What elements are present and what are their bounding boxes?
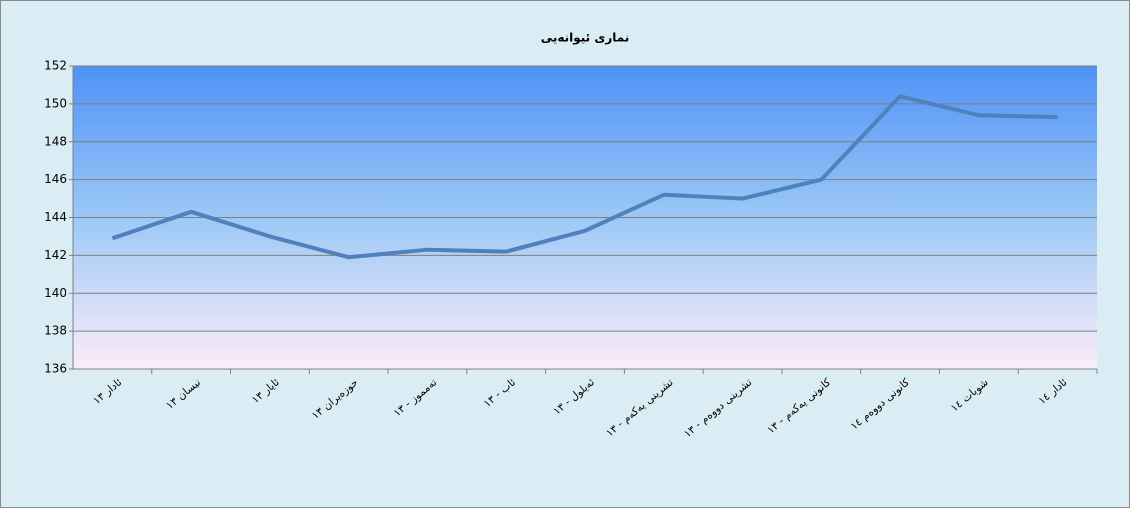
y-tick-label: 146 [44, 172, 67, 186]
y-tick-label: 138 [44, 324, 67, 338]
y-tick-label: 152 [44, 59, 67, 73]
y-tick-label: 136 [44, 362, 67, 376]
y-tick-label: 140 [44, 286, 67, 300]
line-series [111, 94, 1058, 260]
y-tick-label: 142 [44, 248, 67, 262]
y-tick-label: 148 [44, 134, 67, 148]
chart-title: نماری ئیوانەیی [541, 31, 630, 46]
y-tick-label: 150 [44, 96, 67, 110]
y-tick-label: 144 [44, 210, 67, 224]
